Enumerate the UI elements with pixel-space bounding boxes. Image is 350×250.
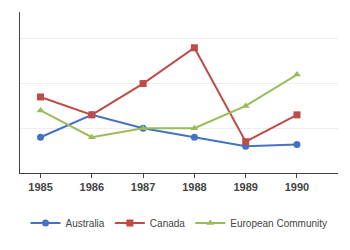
svg-text:Canada: Canada [150,218,185,229]
svg-text:1987: 1987 [131,181,155,193]
svg-text:European Community: European Community [230,218,327,229]
svg-text:1985: 1985 [28,181,52,193]
svg-text:1990: 1990 [285,181,309,193]
svg-text:1989: 1989 [233,181,257,193]
svg-text:Australia: Australia [66,218,105,229]
svg-text:1986: 1986 [80,181,104,193]
svg-text:1988: 1988 [182,181,206,193]
